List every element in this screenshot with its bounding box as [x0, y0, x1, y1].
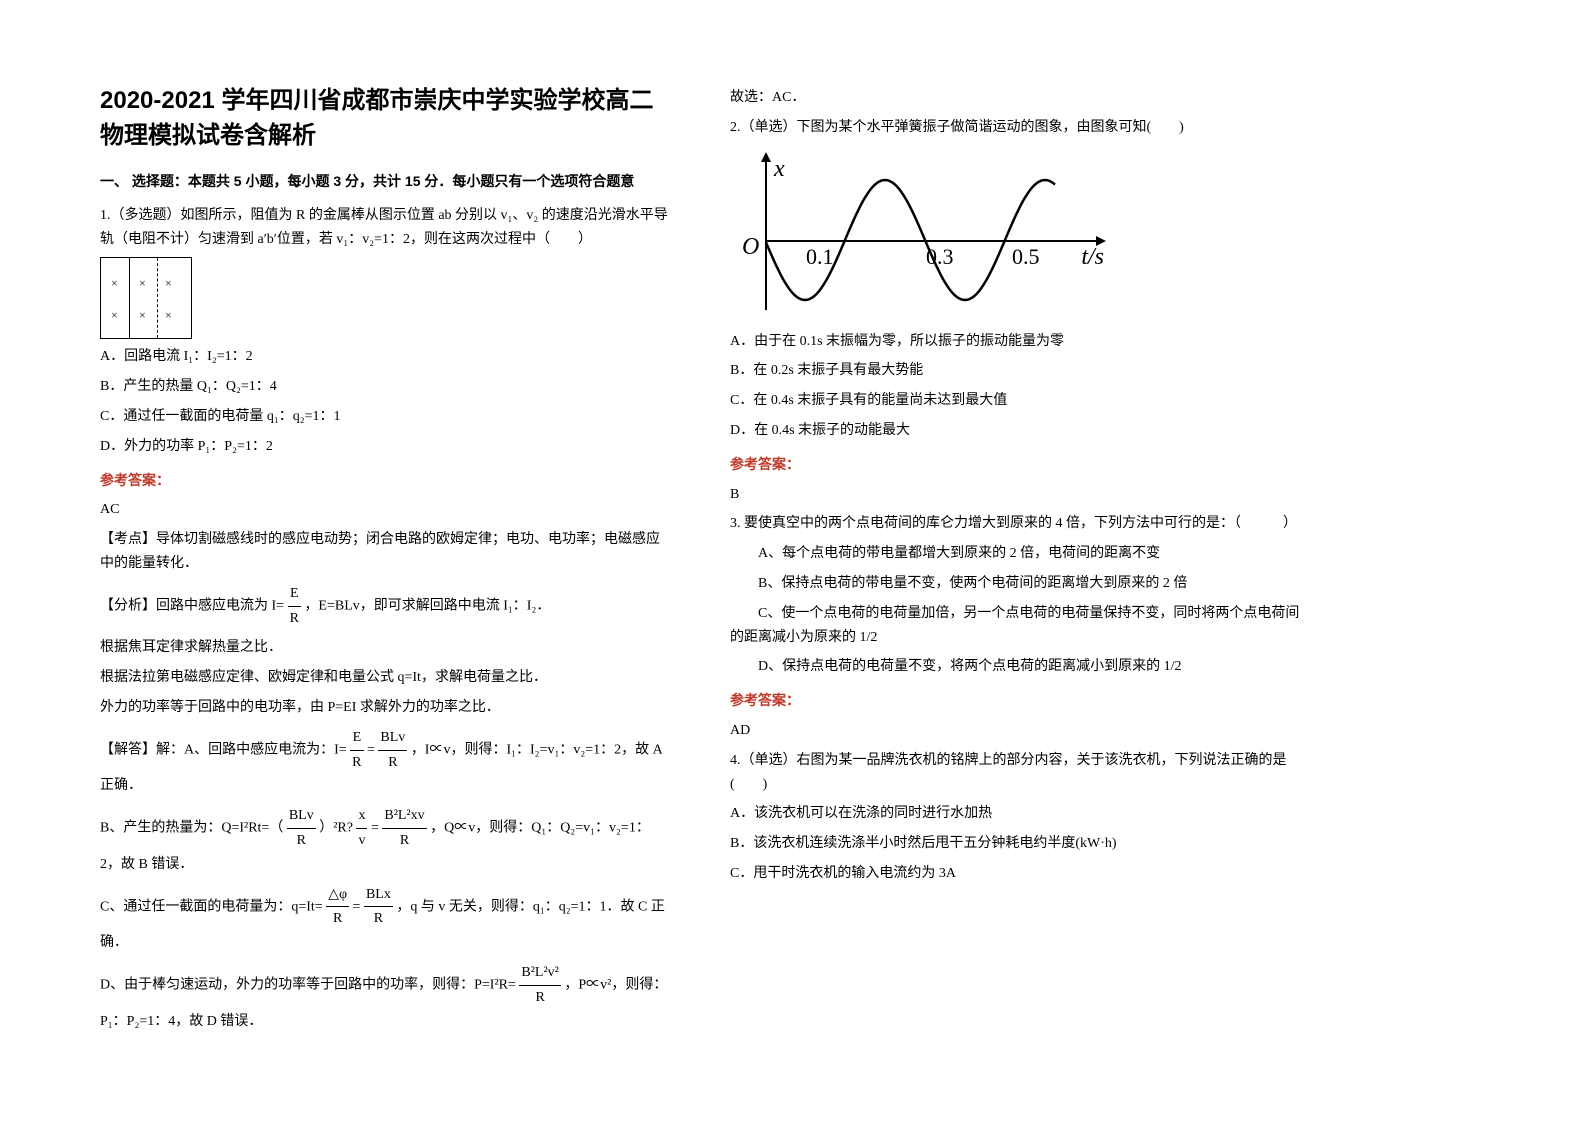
q3-C: C、使一个点电荷的电荷量加倍，另一个点电荷的电荷量保持不变，同时将两个点电荷间的… — [730, 602, 1300, 650]
q2-stem: 2.（单选）下图为某个水平弹簧振子做简谐运动的图象，由图象可知( ) — [730, 116, 1300, 140]
left-column: 2020-2021 学年四川省成都市崇庆中学实验学校高二物理模拟试卷含解析 一、… — [100, 80, 670, 1039]
q1-sol-D: D、由于棒匀速运动，外力的功率等于回路中的功率，则得：P=I²R= B²L²v²… — [100, 961, 670, 1033]
sine-curve — [765, 160, 1085, 320]
q1-sol-A: 【解答】解：A、回路中感应电流为：I= ER = BLvR ，I∝v，则得：I₁… — [100, 726, 670, 798]
q1-A: A．回路电流 I₁：I₂=1：2 — [100, 345, 670, 369]
x-axis-label: t/s — [1081, 244, 1104, 271]
q3-A: A、每个点电荷的带电量都增大到原来的 2 倍，电荷间的距离不变 — [730, 542, 1300, 566]
frac-E-R: E R — [288, 582, 301, 631]
q3-ans: AD — [730, 719, 1300, 743]
q1-D: D．外力的功率 P₁：P₂=1：2 — [100, 435, 670, 459]
q2-A: A．由于在 0.1s 末振幅为零，所以振子的振动能量为零 — [730, 330, 1300, 354]
q1-sol-B: B、产生的热量为：Q=I²Rt=（ BLvR ）²R? xv = B²L²xvR… — [100, 804, 670, 876]
q4-B: B．该洗衣机连续洗涤半小时然后甩干五分钟耗电约半度(kW·h) — [730, 832, 1300, 856]
y-axis-label: x — [774, 156, 785, 183]
q2-ans-label: 参考答案： — [730, 453, 1300, 477]
q1-stem: 1.（多选题）如图所示，阻值为 R 的金属棒从图示位置 ab 分别以 v₁、v₂… — [100, 204, 670, 252]
oscillation-graph: O x t/s 0.1 0.3 0.5 — [740, 150, 1100, 320]
q1-analysis-3: 根据法拉第电磁感应定律、欧姆定律和电量公式 q=It，求解电荷量之比． — [100, 666, 670, 690]
q3-B: B、保持点电荷的带电量不变，使两个电荷间的距离增大到原来的 2 倍 — [730, 572, 1300, 596]
q1-kd: 【考点】导体切割磁感线时的感应电动势；闭合电路的欧姆定律；电功、电功率；电磁感应… — [100, 528, 670, 576]
q1-ans: AC — [100, 498, 670, 522]
circuit-diagram: × × × × × × — [100, 257, 192, 339]
q3-D: D、保持点电荷的电荷量不变，将两个点电荷的距离减小到原来的 1/2 — [730, 655, 1300, 679]
q1-sol-C: C、通过任一截面的电荷量为：q=It= △φR = BLxR ，q 与 v 无关… — [100, 883, 670, 955]
q4-A: A．该洗衣机可以在洗涤的同时进行水加热 — [730, 802, 1300, 826]
tick-1: 0.3 — [926, 244, 954, 270]
page: 2020-2021 学年四川省成都市崇庆中学实验学校高二物理模拟试卷含解析 一、… — [0, 0, 1587, 1079]
doc-title: 2020-2021 学年四川省成都市崇庆中学实验学校高二物理模拟试卷含解析 — [100, 80, 670, 150]
q2-C: C．在 0.4s 末振子具有的能量尚未达到最大值 — [730, 389, 1300, 413]
q1-C: C．通过任一截面的电荷量 q₁：q₂=1：1 — [100, 405, 670, 429]
q1-ans-label: 参考答案： — [100, 469, 670, 493]
q1-analysis-4: 外力的功率等于回路中的电功率，由 P=EI 求解外力的功率之比． — [100, 696, 670, 720]
q4-C: C．甩干时洗衣机的输入电流约为 3A — [730, 862, 1300, 886]
q1-B: B．产生的热量 Q₁：Q₂=1：4 — [100, 375, 670, 399]
q2-B: B．在 0.2s 末振子具有最大势能 — [730, 359, 1300, 383]
q1-analysis-1: 【分析】回路中感应电流为 I= E R ，E=BLv，即可求解回路中电流 I₁：… — [100, 582, 670, 631]
q4-stem: 4.（单选）右图为某一品牌洗衣机的铭牌上的部分内容，关于该洗衣机，下列说法正确的… — [730, 749, 1300, 797]
q2-D: D．在 0.4s 末振子的动能最大 — [730, 419, 1300, 443]
q1-analysis-2: 根据焦耳定律求解热量之比． — [100, 636, 670, 660]
tick-2: 0.5 — [1012, 244, 1040, 270]
q2-ans: B — [730, 483, 1300, 507]
right-column: 故选：AC． 2.（单选）下图为某个水平弹簧振子做简谐运动的图象，由图象可知( … — [730, 80, 1300, 1039]
q3-stem: 3. 要使真空中的两个点电荷间的库仑力增大到原来的 4 倍，下列方法中可行的是：… — [730, 512, 1300, 536]
section-1-head: 一、 选择题：本题共 5 小题，每小题 3 分，共计 15 分．每小题只有一个选… — [100, 170, 670, 194]
q3-ans-label: 参考答案： — [730, 689, 1300, 713]
origin-label: O — [742, 234, 759, 261]
tick-0: 0.1 — [806, 244, 834, 270]
q1-final: 故选：AC． — [730, 86, 1300, 110]
